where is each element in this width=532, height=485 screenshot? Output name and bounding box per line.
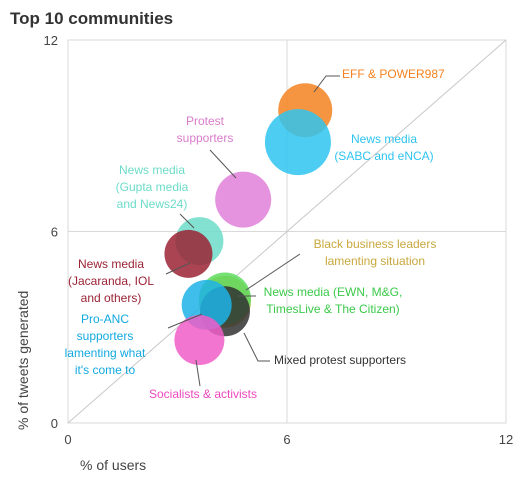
leader-layer — [165, 75, 340, 387]
x-axis-label: % of users — [80, 457, 146, 473]
bubble-label-line: lamenting situation — [325, 254, 425, 268]
y-tick-label: 12 — [44, 33, 58, 48]
bubble-label-line: and News24) — [117, 197, 188, 211]
leader-line-6 — [245, 253, 301, 291]
x-tick-label: 6 — [283, 432, 290, 447]
bubble-label-4: News media (Gupta media and News24) — [116, 163, 189, 211]
chart-title: Top 10 communities — [10, 9, 173, 28]
bubble-label-line: TimesLive & The Citizen) — [266, 302, 399, 316]
bubble-label-2: News media (SABC and eNCA) — [334, 132, 433, 163]
bubble-5 — [164, 229, 213, 278]
bubble-label-line: and others) — [81, 291, 142, 305]
leader-line-10 — [195, 359, 201, 387]
bubble-label-5: News media (Jacaranda, IOL and others) — [68, 257, 154, 305]
bubble-label-8: Mixed protest supporters — [274, 353, 406, 367]
leader-line-8 — [243, 332, 270, 362]
bubble-label-line: (SABC and eNCA) — [334, 149, 433, 163]
bubble-label-3: Protest supporters — [177, 114, 234, 145]
bubble-label-1: EFF & POWER987 — [342, 67, 445, 81]
bubble-2 — [264, 109, 331, 176]
bubble-label-line: it's come to — [75, 363, 136, 377]
bubble-label-line: EFF & POWER987 — [342, 67, 445, 81]
leader-line-4 — [179, 213, 195, 229]
bubble-label-7: News media (EWN, M&G, TimesLive & The Cit… — [264, 285, 403, 316]
bubble-label-line: Mixed protest supporters — [274, 353, 406, 367]
bubble-10 — [174, 315, 225, 366]
y-tick-label: 0 — [51, 416, 58, 431]
x-tick-label: 12 — [499, 432, 513, 447]
diagonal-reference-line — [67, 39, 507, 424]
bubble-label-line: Pro-ANC — [81, 312, 129, 326]
bubble-label-line: supporters — [177, 131, 234, 145]
bubble-label-line: Protest — [186, 114, 225, 128]
bubble-label-line: Socialists & activists — [149, 387, 257, 401]
y-axis-label: % of tweets generated — [15, 291, 31, 430]
bubble-label-line: Black business leaders — [314, 237, 437, 251]
leader-line-1 — [313, 75, 340, 93]
label-layer: EFF & POWER987 News media (SABC and eNCA) P… — [65, 67, 445, 401]
bubble-label-line: News media (EWN, M&G, — [264, 285, 403, 299]
leader-line-9 — [167, 313, 203, 329]
leader-line-5 — [165, 262, 191, 275]
grid-layer — [67, 39, 507, 424]
bubble-label-line: News media — [78, 257, 144, 271]
bubble-label-10: Socialists & activists — [149, 387, 257, 401]
bubble-label-line: lamenting what — [65, 346, 146, 360]
bubble-label-line: supporters — [77, 329, 134, 343]
bubble-label-line: (Jacaranda, IOL — [68, 274, 154, 288]
bubble-label-6: Black business leaders lamenting situatio… — [314, 237, 437, 268]
y-tick-label: 6 — [51, 225, 58, 240]
bubble-label-9: Pro-ANC supporters lamenting what it's come… — [65, 312, 146, 377]
bubble-label-line: News media — [119, 163, 185, 177]
x-tick-label: 0 — [64, 432, 71, 447]
tick-layer: 0 6 12 0 6 12 — [44, 33, 514, 447]
bubble-label-line: News media — [351, 132, 417, 146]
bubble-label-line: (Gupta media — [116, 180, 189, 194]
leader-line-3 — [209, 149, 237, 179]
bubble-3 — [215, 171, 272, 228]
